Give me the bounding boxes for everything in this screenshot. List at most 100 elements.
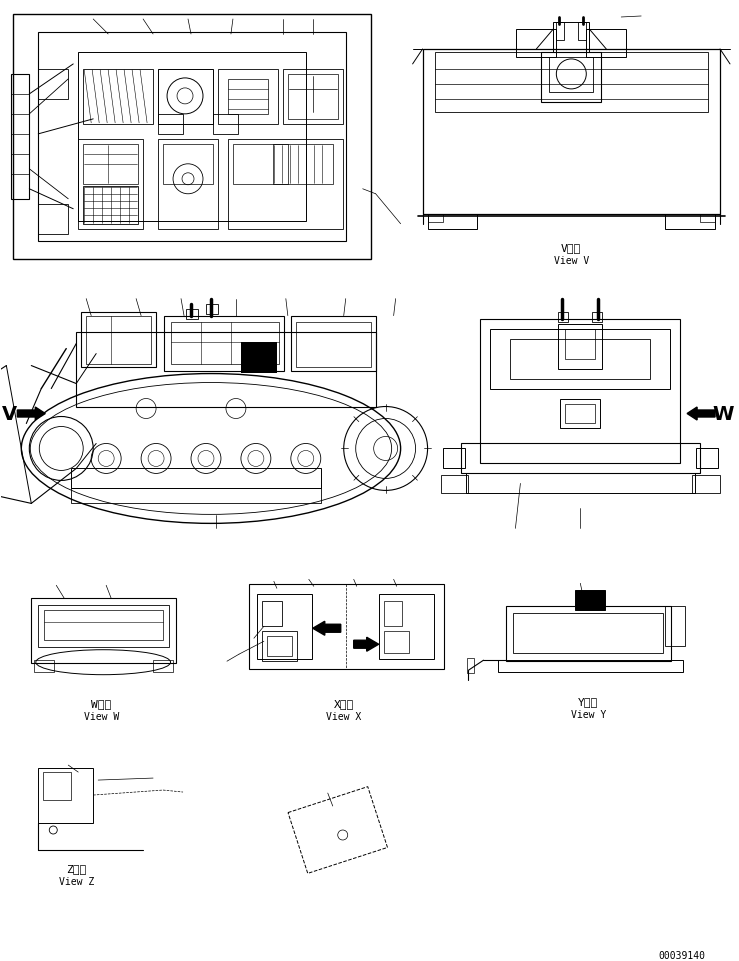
FancyArrow shape (354, 637, 378, 652)
Bar (506, 606, 671, 661)
Bar (84, 70, 153, 125)
Bar (273, 145, 333, 185)
Text: View X: View X (326, 711, 361, 722)
Bar (542, 53, 602, 103)
Bar (13, 15, 371, 259)
Bar (262, 602, 282, 627)
Bar (84, 145, 138, 185)
Bar (228, 80, 268, 114)
Bar (283, 70, 343, 125)
Bar (158, 114, 183, 135)
Bar (586, 30, 626, 58)
Text: View W: View W (84, 711, 119, 722)
Bar (164, 316, 284, 371)
FancyArrow shape (17, 407, 45, 421)
Bar (575, 591, 605, 610)
Bar (514, 614, 663, 653)
Bar (440, 476, 469, 494)
Text: View Z: View Z (58, 876, 94, 886)
Bar (38, 768, 93, 824)
Bar (428, 214, 443, 223)
Bar (559, 312, 568, 322)
FancyArrow shape (313, 622, 341, 635)
Bar (267, 636, 292, 656)
Bar (86, 316, 151, 364)
Bar (71, 489, 321, 504)
Text: Z　視: Z 視 (66, 863, 86, 873)
Bar (76, 333, 375, 407)
Bar (480, 319, 680, 464)
Text: View V: View V (554, 256, 589, 265)
Bar (565, 330, 596, 359)
Bar (665, 214, 715, 230)
Bar (262, 631, 297, 661)
Bar (460, 444, 700, 474)
Bar (692, 476, 720, 494)
Bar (517, 30, 556, 58)
Bar (700, 214, 715, 223)
Text: W: W (712, 405, 734, 424)
Text: X　視: X 視 (333, 699, 354, 708)
Bar (384, 602, 401, 627)
Bar (257, 595, 312, 659)
Bar (81, 312, 156, 367)
Bar (38, 205, 68, 234)
Bar (186, 309, 198, 319)
Bar (11, 75, 30, 200)
Bar (71, 469, 321, 489)
Bar (466, 474, 695, 494)
Bar (498, 660, 683, 673)
Bar (38, 605, 169, 648)
Bar (296, 322, 371, 367)
Text: V: V (1, 405, 17, 424)
Bar (218, 70, 278, 125)
Bar (466, 658, 474, 674)
FancyArrow shape (687, 407, 715, 421)
Bar (44, 610, 163, 641)
Bar (554, 23, 589, 53)
Bar (241, 342, 276, 372)
Bar (511, 339, 650, 380)
Bar (84, 186, 138, 225)
Bar (78, 53, 306, 221)
Bar (38, 33, 346, 241)
Bar (491, 330, 670, 389)
Bar (287, 75, 338, 120)
Bar (158, 139, 218, 230)
Bar (249, 584, 443, 670)
Bar (556, 23, 565, 41)
Text: W　視: W 視 (91, 699, 112, 708)
Bar (665, 606, 685, 647)
Bar (171, 322, 279, 364)
Bar (158, 70, 213, 125)
Text: Y　視: Y 視 (578, 697, 599, 706)
Bar (31, 599, 176, 663)
Bar (153, 660, 173, 673)
Bar (560, 399, 600, 429)
Bar (423, 50, 720, 214)
Bar (38, 70, 68, 100)
Bar (384, 631, 409, 653)
Bar (559, 324, 602, 369)
Bar (78, 139, 143, 230)
Bar (291, 316, 375, 371)
Bar (233, 145, 287, 185)
Bar (443, 449, 465, 469)
Bar (428, 214, 477, 230)
Bar (44, 773, 71, 801)
Bar (378, 595, 434, 659)
Bar (206, 305, 218, 314)
Text: V　視: V 視 (561, 242, 582, 253)
Bar (592, 312, 602, 322)
Bar (549, 58, 593, 93)
Bar (213, 114, 238, 135)
Bar (579, 23, 586, 41)
Bar (241, 342, 276, 372)
Bar (435, 53, 708, 112)
Bar (565, 404, 596, 424)
Text: 00039140: 00039140 (658, 949, 705, 960)
Bar (34, 660, 54, 673)
Bar (163, 145, 213, 185)
Bar (228, 139, 343, 230)
Bar (696, 449, 718, 469)
